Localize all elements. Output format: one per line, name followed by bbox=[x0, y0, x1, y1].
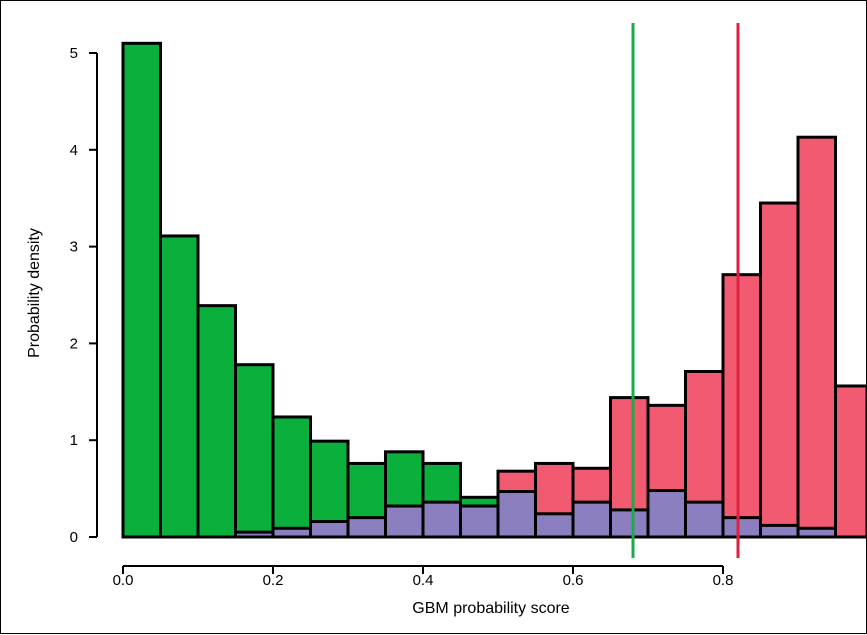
bar-series-3-bin-15 bbox=[648, 491, 686, 537]
y-tick-label-4: 4 bbox=[70, 142, 78, 159]
bar-series-3-bin-10 bbox=[461, 506, 499, 537]
bar-series-3-bin-5 bbox=[273, 528, 311, 537]
bar-series-2-bin-20 bbox=[836, 386, 867, 537]
x-tick-label-0.6: 0.6 bbox=[563, 572, 584, 589]
bar-series-3-bin-11 bbox=[498, 492, 536, 537]
bar-series-3-bin-16 bbox=[686, 502, 724, 537]
bar-series-1-bin-5 bbox=[273, 417, 311, 537]
bar-series-1-bin-1 bbox=[123, 43, 161, 537]
bar-series-3-bin-7 bbox=[348, 518, 386, 537]
x-axis-title: GBM probability score bbox=[412, 600, 569, 617]
y-tick-label-2: 2 bbox=[70, 335, 78, 352]
bars-layer bbox=[123, 43, 867, 537]
bar-series-1-bin-3 bbox=[198, 306, 236, 537]
x-tick-label-0.4: 0.4 bbox=[413, 572, 434, 589]
bar-series-3-bin-12 bbox=[536, 514, 574, 537]
bar-series-3-bin-8 bbox=[386, 506, 424, 537]
x-tick-label-0.0: 0.0 bbox=[113, 572, 134, 589]
bar-series-3-bin-18 bbox=[761, 525, 799, 537]
bar-series-1-bin-4 bbox=[236, 365, 274, 537]
y-axis-title: Probability density bbox=[26, 228, 43, 358]
x-axis: 0.0 0.2 0.4 0.6 0.8 bbox=[113, 566, 734, 589]
bar-series-3-bin-17 bbox=[723, 518, 761, 537]
x-tick-label-0.2: 0.2 bbox=[263, 572, 284, 589]
y-tick-label-5: 5 bbox=[70, 45, 78, 62]
bar-series-2-bin-17 bbox=[723, 275, 761, 537]
bar-series-3-bin-13 bbox=[573, 502, 611, 537]
bar-series-3-bin-9 bbox=[423, 502, 461, 537]
bar-series-2-bin-18 bbox=[761, 203, 799, 537]
y-axis: 0 1 2 3 4 5 bbox=[70, 45, 97, 546]
bar-series-3-bin-14 bbox=[611, 510, 649, 537]
bar-series-1-bin-2 bbox=[161, 236, 199, 537]
x-tick-label-0.8: 0.8 bbox=[713, 572, 734, 589]
y-tick-label-0: 0 bbox=[70, 529, 78, 546]
bar-series-2-bin-19 bbox=[798, 137, 836, 537]
y-tick-label-1: 1 bbox=[70, 432, 78, 449]
y-tick-label-3: 3 bbox=[70, 239, 78, 256]
bar-series-3-bin-4 bbox=[236, 532, 274, 537]
bar-series-3-bin-6 bbox=[311, 522, 349, 537]
bar-series-3-bin-19 bbox=[798, 528, 836, 537]
